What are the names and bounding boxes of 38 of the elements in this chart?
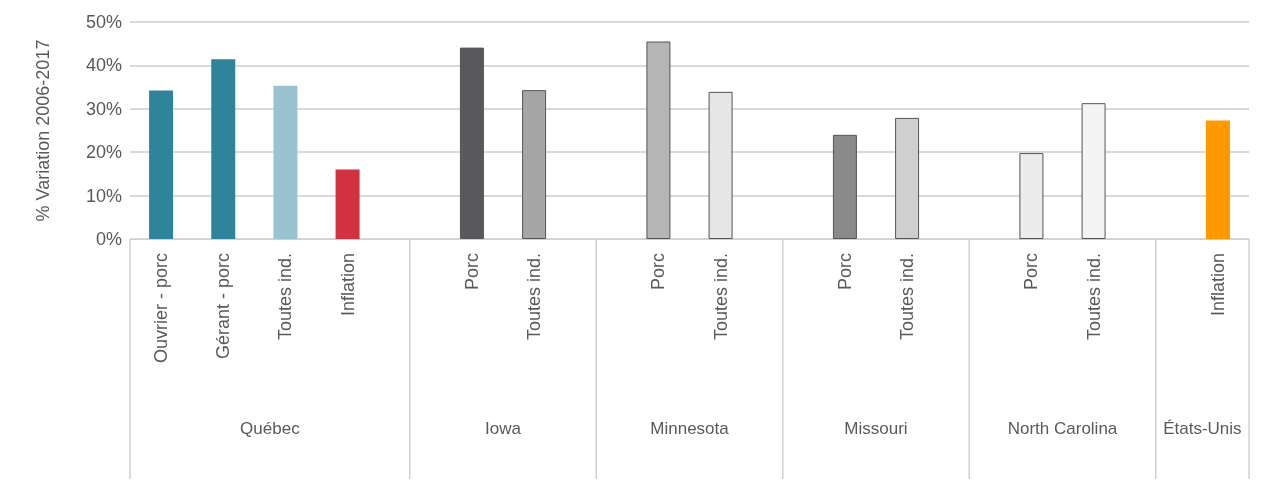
- x-tick-label: Porc: [834, 253, 855, 291]
- bar: [708, 91, 733, 239]
- x-tick-label: Ouvrier - porc: [151, 253, 172, 364]
- y-axis-title: % Variation 2006-2017: [33, 39, 53, 222]
- x-tick-label: Porc: [648, 253, 669, 291]
- bar: [1019, 153, 1044, 239]
- x-tick-label: Toutes ind.: [897, 253, 918, 341]
- x-tick-label: Inflation: [1207, 253, 1228, 317]
- bar: [335, 169, 360, 239]
- bar: [646, 41, 671, 239]
- bar: [211, 59, 236, 239]
- bar: [522, 90, 547, 239]
- bar: [149, 90, 174, 239]
- bar: [1205, 120, 1230, 239]
- text: États-Unis: [1163, 419, 1242, 438]
- text: Minnesota: [650, 419, 730, 438]
- text: Iowa: [485, 419, 522, 438]
- y-tick-label: 10%: [85, 185, 122, 206]
- x-tick-label: Porc: [1021, 253, 1042, 291]
- text: North Carolina: [1007, 419, 1118, 438]
- y-tick-label: 40%: [85, 55, 122, 76]
- x-tick-label: Toutes ind.: [524, 253, 545, 341]
- x-tick-label: Toutes ind.: [710, 253, 731, 341]
- text: Missouri: [844, 419, 908, 438]
- x-tick-label: Inflation: [337, 253, 358, 317]
- bar: [1081, 103, 1106, 239]
- x-tick-label: Porc: [461, 253, 482, 291]
- bar: [832, 134, 857, 239]
- y-tick-label: 0%: [95, 229, 122, 249]
- y-tick-label: 30%: [85, 98, 122, 119]
- y-tick-label: 50%: [85, 12, 122, 32]
- y-tick-label: 20%: [85, 142, 122, 163]
- x-tick-label: Toutes ind.: [1083, 253, 1104, 341]
- x-tick-label: Toutes ind.: [275, 253, 296, 341]
- text: Québec: [240, 419, 301, 438]
- bar: [273, 85, 298, 239]
- x-tick-label: Gérant - porc: [213, 253, 234, 360]
- bar: [459, 47, 484, 239]
